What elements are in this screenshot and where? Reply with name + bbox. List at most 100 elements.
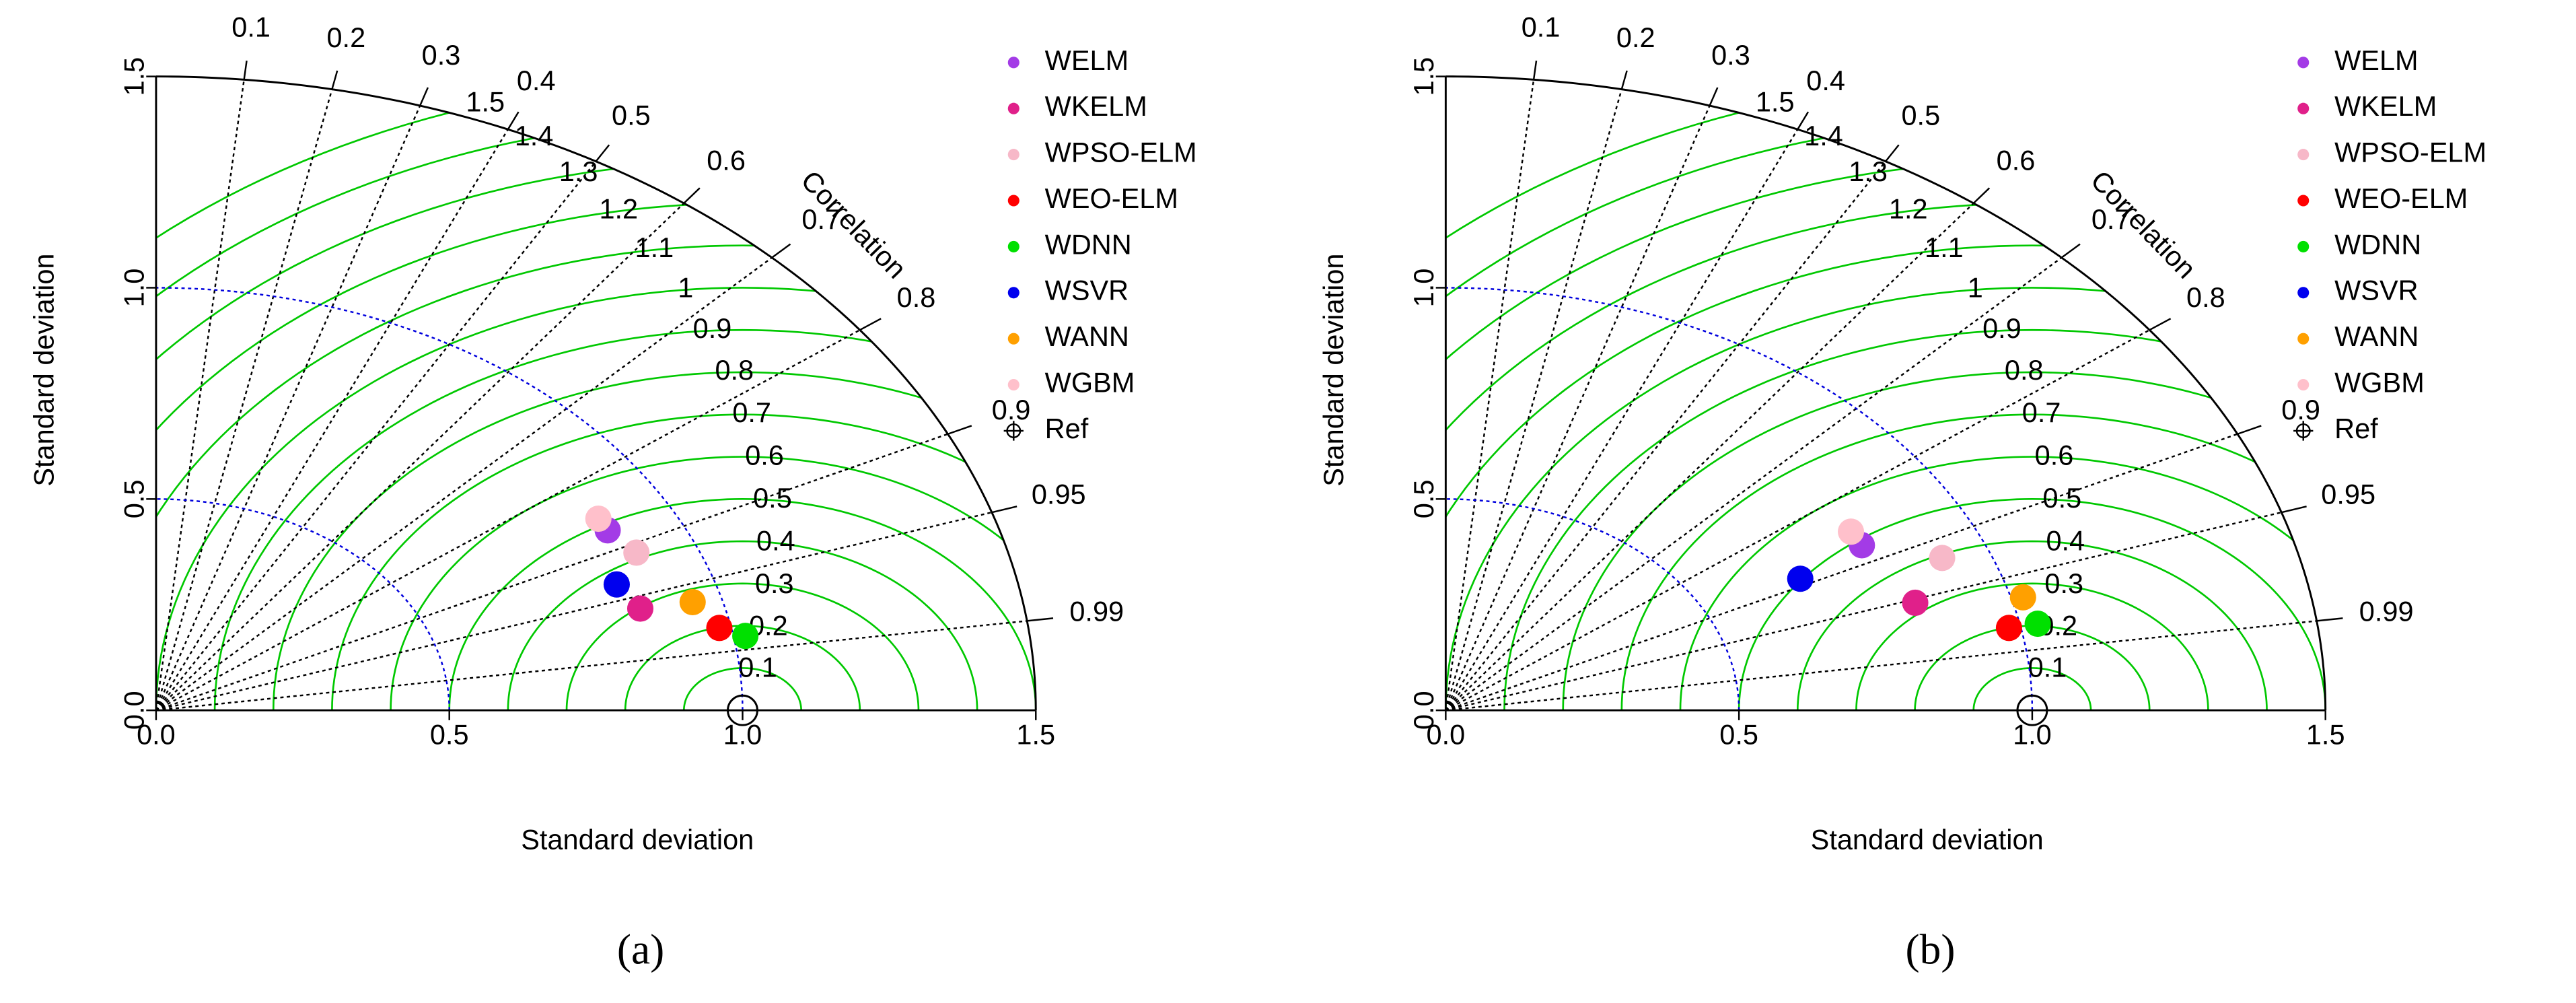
correlation-tick-label: 0.7 xyxy=(801,203,840,235)
model-point xyxy=(627,595,654,622)
correlation-tick-label: 0.99 xyxy=(1069,596,1124,627)
correlation-line xyxy=(1445,512,2282,712)
correlation-tick xyxy=(419,87,429,106)
correlation-line xyxy=(1445,329,2150,712)
y-tick-label: 1.5 xyxy=(118,57,150,96)
model-point xyxy=(1929,545,1956,572)
model-point xyxy=(1838,518,1865,545)
legend-swatch xyxy=(1007,57,1019,69)
taylor-panel: 0.10.20.30.40.50.60.70.80.911.11.21.31.4… xyxy=(28,11,1197,973)
model-point xyxy=(623,539,650,566)
sd-grid-arc xyxy=(1445,287,2034,711)
correlation-tick xyxy=(2149,318,2172,331)
rmsd-label: 1.1 xyxy=(635,232,674,263)
rmsd-label: 1.2 xyxy=(1889,193,1928,225)
model-point xyxy=(1902,589,1929,616)
rmsd-label: 0.6 xyxy=(745,439,784,471)
legend-label: WSVR xyxy=(2334,275,2418,306)
correlation-tick-label: 0.1 xyxy=(1522,11,1561,42)
legend-label: WSVR xyxy=(1045,275,1129,306)
caption: (a) xyxy=(617,925,664,973)
correlation-line xyxy=(1445,160,1886,711)
legend-swatch xyxy=(1007,102,1019,114)
correlation-line xyxy=(155,512,993,712)
correlation-line xyxy=(1445,79,1535,711)
rmsd-contour xyxy=(390,456,1036,711)
legend-swatch xyxy=(1007,240,1019,252)
rmsd-contour xyxy=(1855,582,2209,711)
correlation-tick-label: 0.8 xyxy=(897,281,936,313)
legend-label: WPSO-ELM xyxy=(1045,137,1197,168)
correlation-line xyxy=(1445,256,2063,712)
rmsd-label: 1.5 xyxy=(466,86,505,118)
correlation-tick-label: 0.3 xyxy=(422,39,461,71)
legend-label: WDNN xyxy=(1045,228,1132,260)
correlation-tick-label: 0.6 xyxy=(1997,145,2036,176)
rmsd-contour xyxy=(565,582,920,711)
correlation-line xyxy=(1445,89,1623,711)
correlation-tick xyxy=(1027,617,1054,622)
legend-label: WANN xyxy=(1045,320,1129,352)
legend-label: WELM xyxy=(2334,44,2418,76)
rmsd-label: 0.3 xyxy=(755,567,794,599)
correlation-tick xyxy=(771,243,791,258)
x-tick-label: 1.5 xyxy=(2306,718,2345,750)
correlation-tick-label: 0.5 xyxy=(612,99,651,131)
correlation-tick xyxy=(1797,111,1810,130)
correlation-tick xyxy=(2237,425,2262,435)
correlation-line xyxy=(155,89,333,711)
rmsd-contour xyxy=(213,328,1036,711)
legend-label: WANN xyxy=(2334,320,2419,352)
y-axis-title: Standard deviation xyxy=(1318,253,1349,486)
rmsd-label: 1 xyxy=(1968,271,1983,303)
model-point xyxy=(1995,615,2022,642)
correlation-tick xyxy=(2316,617,2343,622)
rmsd-label: 0.6 xyxy=(2035,439,2074,471)
correlation-tick-label: 0.7 xyxy=(2091,203,2131,235)
rmsd-label: 0.9 xyxy=(693,312,732,344)
correlation-tick xyxy=(595,144,610,162)
rmsd-label: 0.4 xyxy=(756,525,795,557)
model-point xyxy=(732,623,759,650)
rmsd-label: 0.9 xyxy=(1982,312,2022,344)
sd-grid-arc xyxy=(1445,498,1740,711)
ref-point xyxy=(727,694,758,726)
rmsd-contour xyxy=(682,667,802,711)
model-point xyxy=(706,615,733,642)
legend-swatch xyxy=(1007,149,1019,161)
legend-label: WGBM xyxy=(2334,367,2425,399)
correlation-line xyxy=(155,160,597,711)
legend-swatch xyxy=(2297,379,2310,391)
correlation-line xyxy=(1445,433,2238,712)
rmsd-contour xyxy=(331,413,1036,711)
rmsd-label: 0.3 xyxy=(2044,567,2083,599)
correlation-line xyxy=(1445,203,1974,712)
correlation-tick xyxy=(1620,70,1628,90)
legend-label: WELM xyxy=(1045,44,1129,76)
correlation-tick-label: 0.1 xyxy=(231,11,271,42)
y-tick-label: 0.5 xyxy=(1408,479,1439,518)
x-tick-label: 0.0 xyxy=(137,718,176,750)
legend-label: WGBM xyxy=(1045,367,1135,399)
correlation-line xyxy=(1445,129,1799,711)
correlation-tick-label: 0.9 xyxy=(992,394,1031,425)
legend-swatch xyxy=(2297,149,2310,161)
legend-label: Ref xyxy=(2334,413,2378,444)
rmsd-contour xyxy=(272,371,1036,711)
correlation-tick xyxy=(2281,506,2307,514)
correlation-tick-label: 0.95 xyxy=(1032,479,1086,510)
correlation-tick xyxy=(507,111,520,130)
legend-swatch xyxy=(2297,333,2310,345)
correlation-line xyxy=(1445,620,2317,712)
rmsd-contour xyxy=(448,497,1036,711)
correlation-tick xyxy=(1532,61,1538,80)
caption: (b) xyxy=(1906,925,1956,973)
rmsd-label: 1.3 xyxy=(559,155,598,187)
correlation-tick xyxy=(331,70,338,90)
x-tick-label: 0.5 xyxy=(1719,718,1758,750)
correlation-line xyxy=(155,433,948,712)
correlation-tick xyxy=(1972,187,1991,204)
rmsd-contour xyxy=(1972,667,2092,711)
